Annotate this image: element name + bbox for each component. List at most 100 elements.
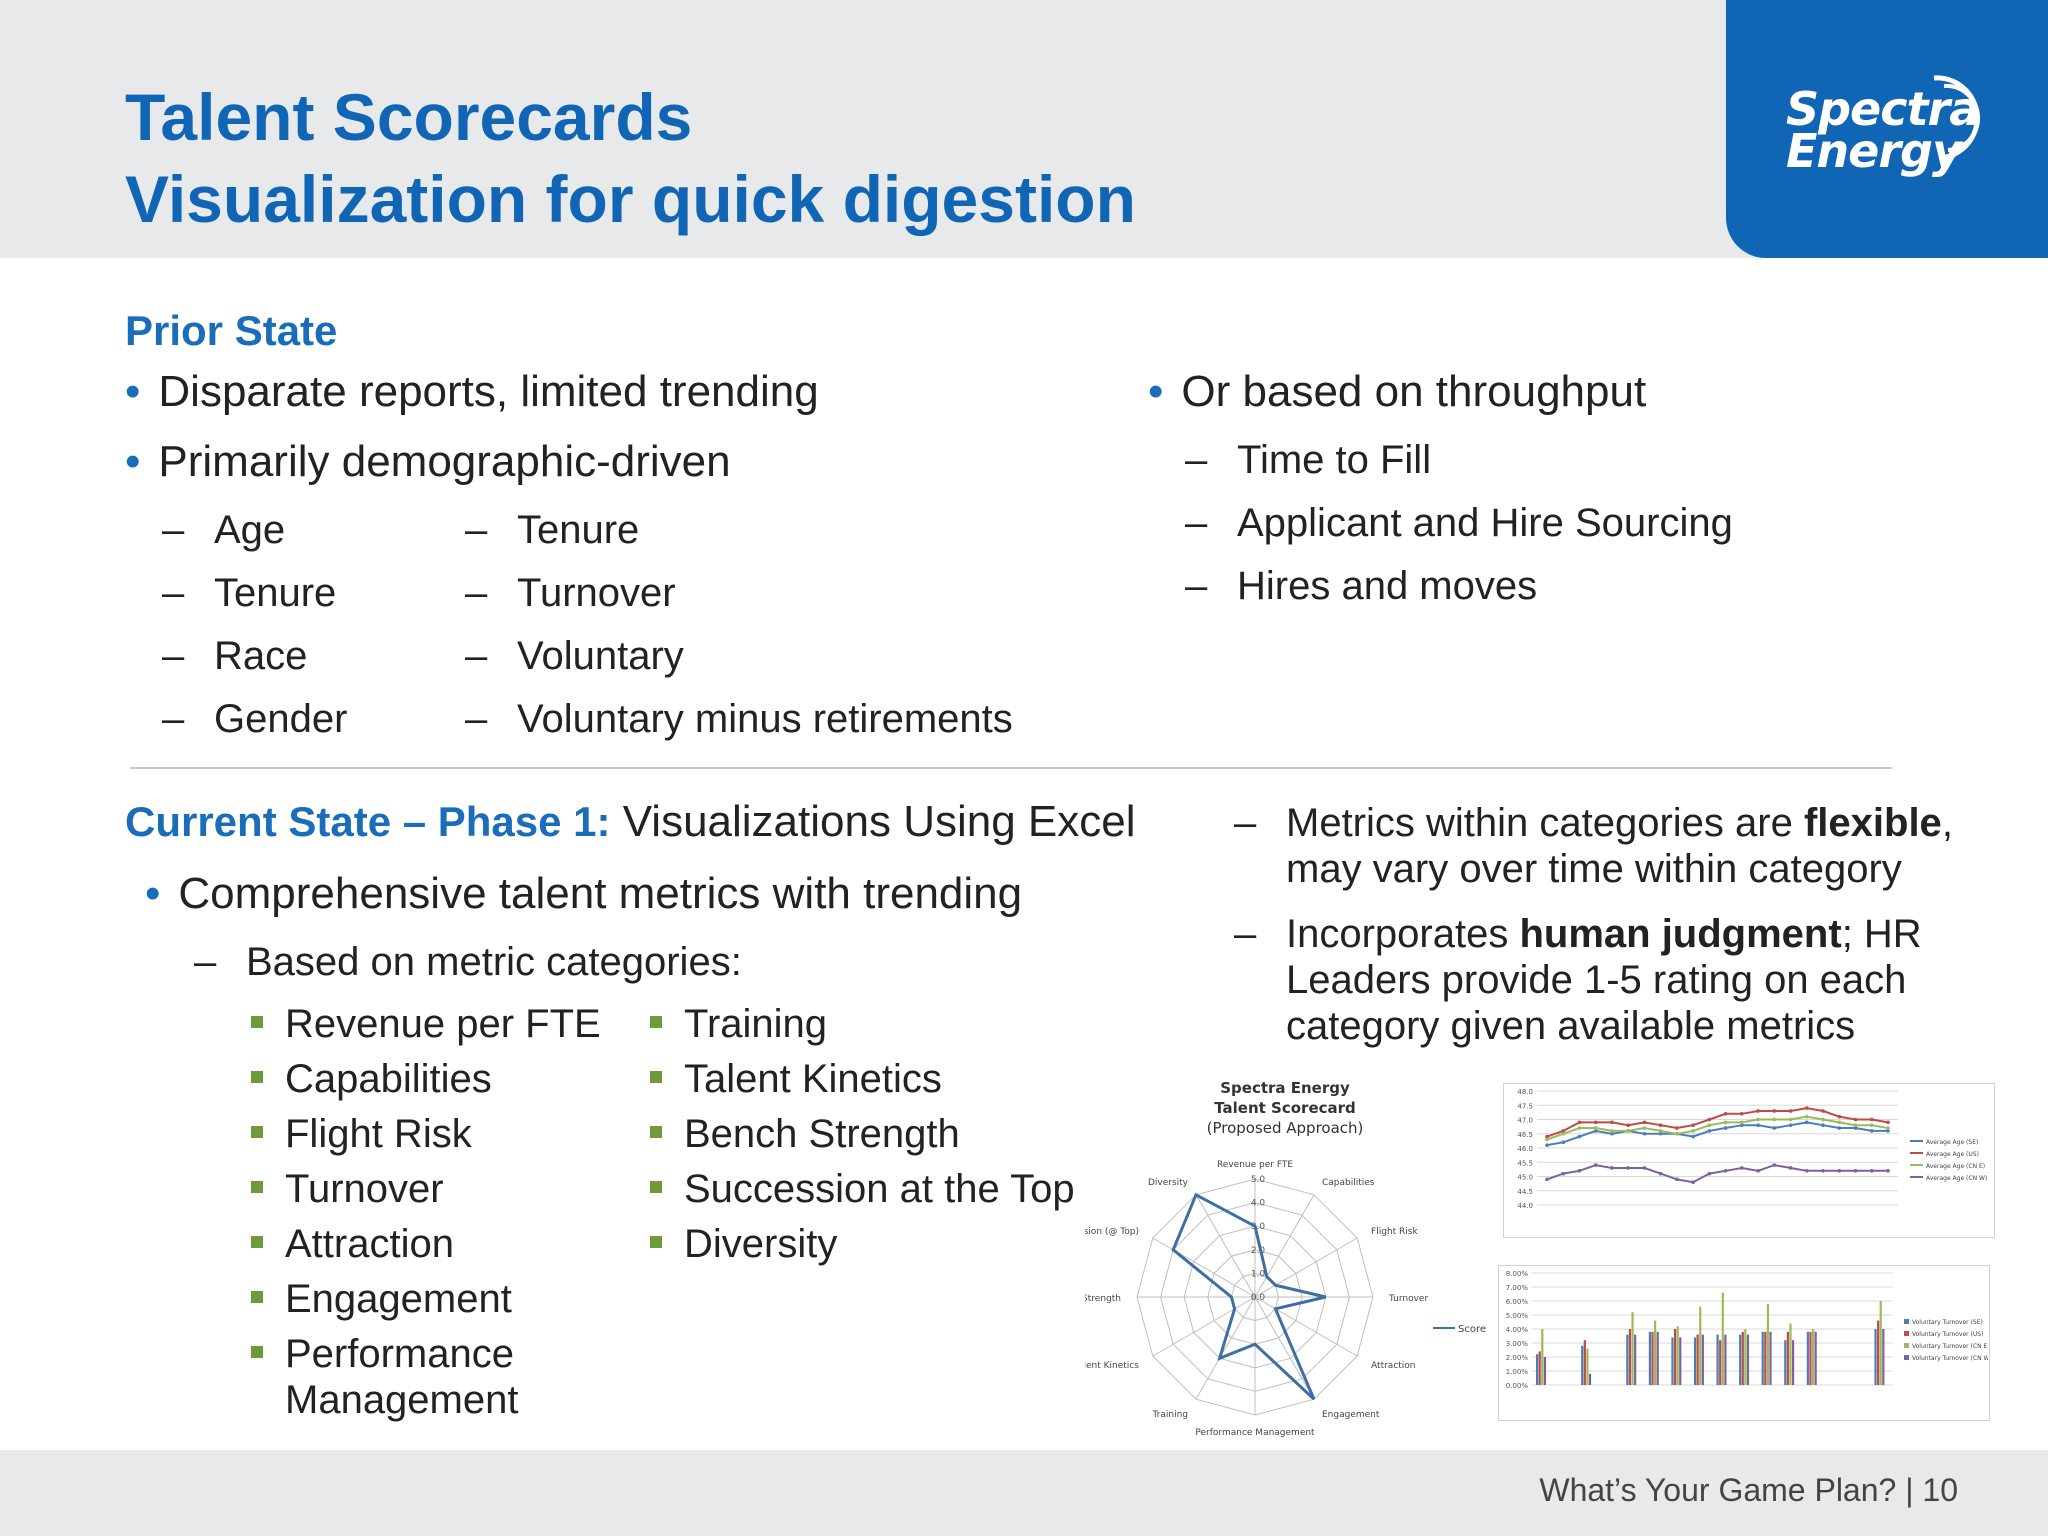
radar-tick-label: 0.0 xyxy=(1251,1293,1266,1303)
line-point xyxy=(1837,1169,1842,1173)
slide-title: Talent Scorecards xyxy=(125,80,693,154)
demographic-item: – Age xyxy=(162,508,286,552)
bar xyxy=(1701,1334,1704,1385)
bar-y-tick: 6.00% xyxy=(1506,1298,1529,1306)
line-point xyxy=(1577,1169,1582,1173)
bar xyxy=(1814,1331,1817,1385)
metric-category: Engagement xyxy=(251,1275,512,1323)
radar-axis-label: Bench Strength xyxy=(1085,1294,1121,1304)
bar xyxy=(1764,1331,1767,1385)
line-point xyxy=(1837,1126,1842,1130)
metric-category: Performance xyxy=(251,1330,514,1378)
line-point xyxy=(1675,1177,1679,1182)
throughput-item: – Applicant and Hire Sourcing xyxy=(1185,501,1733,545)
line-point xyxy=(1707,1117,1712,1122)
bar-y-tick: 1.00% xyxy=(1506,1368,1529,1376)
radar-title-line: Talent Scorecard xyxy=(1214,1099,1356,1117)
radar-spoke xyxy=(1254,1194,1315,1298)
line-point xyxy=(1691,1129,1695,1133)
radar-axis-label: Flight Risk xyxy=(1371,1227,1418,1237)
line-point xyxy=(1772,1126,1777,1130)
radar-axis-label: Revenue per FTE xyxy=(1217,1160,1293,1170)
line-point xyxy=(1642,1131,1647,1136)
radar-spoke xyxy=(1195,1296,1256,1400)
line-point xyxy=(1658,1131,1663,1136)
bar-y-tick: 5.00% xyxy=(1506,1312,1529,1320)
bar xyxy=(1744,1329,1747,1385)
spectra-energy-logo: Spectra Energy xyxy=(1786,82,1980,174)
bar xyxy=(1654,1320,1657,1385)
bar xyxy=(1741,1331,1744,1385)
line-point xyxy=(1626,1123,1630,1127)
bar xyxy=(1769,1331,1772,1385)
logo-line-1: Spectra xyxy=(1786,82,1980,136)
bar-legend-label: Voluntary Turnover (SE) xyxy=(1912,1319,1983,1326)
bar-legend-swatch xyxy=(1904,1355,1909,1360)
throughput-bullet: • Or based on throughput xyxy=(1148,367,1647,416)
line-point xyxy=(1821,1123,1825,1127)
line-point xyxy=(1821,1109,1825,1113)
line-point xyxy=(1561,1140,1566,1145)
bar xyxy=(1676,1326,1679,1385)
line-point xyxy=(1740,1120,1744,1125)
line-series xyxy=(1546,1115,1889,1141)
line-point xyxy=(1691,1134,1695,1139)
line-point xyxy=(1869,1169,1874,1173)
bar xyxy=(1651,1331,1654,1385)
line-point xyxy=(1756,1123,1760,1127)
line-point xyxy=(1593,1120,1598,1125)
turnover-item: – Voluntary minus retirements xyxy=(465,697,1013,741)
throughput-item: – Hires and moves xyxy=(1185,564,1538,608)
bar-legend-swatch xyxy=(1904,1343,1909,1348)
bar xyxy=(1809,1331,1812,1385)
radar-axis-label: Attraction xyxy=(1371,1361,1415,1371)
bar xyxy=(1882,1329,1885,1385)
bar xyxy=(1784,1340,1787,1385)
line-point xyxy=(1642,1166,1647,1170)
section-divider xyxy=(130,767,1892,769)
line-point xyxy=(1886,1120,1890,1125)
line-point xyxy=(1869,1123,1874,1127)
line-point xyxy=(1707,1129,1712,1133)
line-point xyxy=(1788,1109,1793,1113)
metric-category-continuation: Management xyxy=(285,1378,519,1422)
note-human-judgment: – Incorporates human judgment; HR Leaders… xyxy=(1234,912,1922,1048)
radar-spoke xyxy=(1152,1296,1256,1357)
line-y-tick: 46.5 xyxy=(1517,1131,1533,1139)
line-point xyxy=(1707,1171,1712,1176)
line-point xyxy=(1723,1126,1728,1130)
radar-axis-label: Performance Management xyxy=(1195,1428,1315,1438)
line-point xyxy=(1691,1180,1695,1184)
line-y-tick: 44.5 xyxy=(1517,1188,1533,1196)
line-legend-label: Average Age (CN E) xyxy=(1926,1163,1985,1170)
radar-axis-label: Talent Kinetics xyxy=(1085,1361,1139,1371)
radar-tick-label: 2.0 xyxy=(1251,1246,1266,1256)
metric-category: Succession at the Top xyxy=(650,1165,1075,1213)
bar xyxy=(1626,1334,1629,1385)
radar-spoke xyxy=(1254,1296,1315,1400)
logo-panel xyxy=(1726,0,2048,258)
radar-spoke xyxy=(1152,1237,1256,1298)
radar-axis-label: Turnover xyxy=(1388,1294,1428,1304)
radar-axis-label: Engagement xyxy=(1322,1410,1380,1420)
metric-category: Bench Strength xyxy=(650,1110,960,1158)
line-point xyxy=(1853,1126,1858,1130)
bar xyxy=(1716,1334,1719,1385)
turnover-item: – Turnover xyxy=(465,571,676,615)
line-y-tick: 47.5 xyxy=(1517,1102,1533,1110)
line-point xyxy=(1886,1126,1890,1130)
line-legend-label: Average Age (CN W) xyxy=(1926,1175,1987,1182)
radar-title-line: Spectra Energy xyxy=(1220,1079,1350,1097)
radar-axis-label: Capabilities xyxy=(1322,1178,1375,1188)
line-y-tick: 45.0 xyxy=(1517,1174,1533,1182)
radar-tick-label: 1.0 xyxy=(1251,1269,1266,1279)
line-chart-frame xyxy=(1503,1083,1995,1238)
bar-legend-label: Voluntary Turnover (CN W) xyxy=(1912,1355,1988,1362)
radar-axis-label: Diversity xyxy=(1148,1178,1189,1188)
line-point xyxy=(1886,1129,1890,1133)
bar xyxy=(1536,1354,1539,1385)
line-point xyxy=(1756,1169,1760,1173)
radar-tick-label: 5.0 xyxy=(1251,1175,1266,1185)
line-y-tick: 45.5 xyxy=(1517,1159,1533,1167)
demographic-item: – Race xyxy=(162,634,308,678)
